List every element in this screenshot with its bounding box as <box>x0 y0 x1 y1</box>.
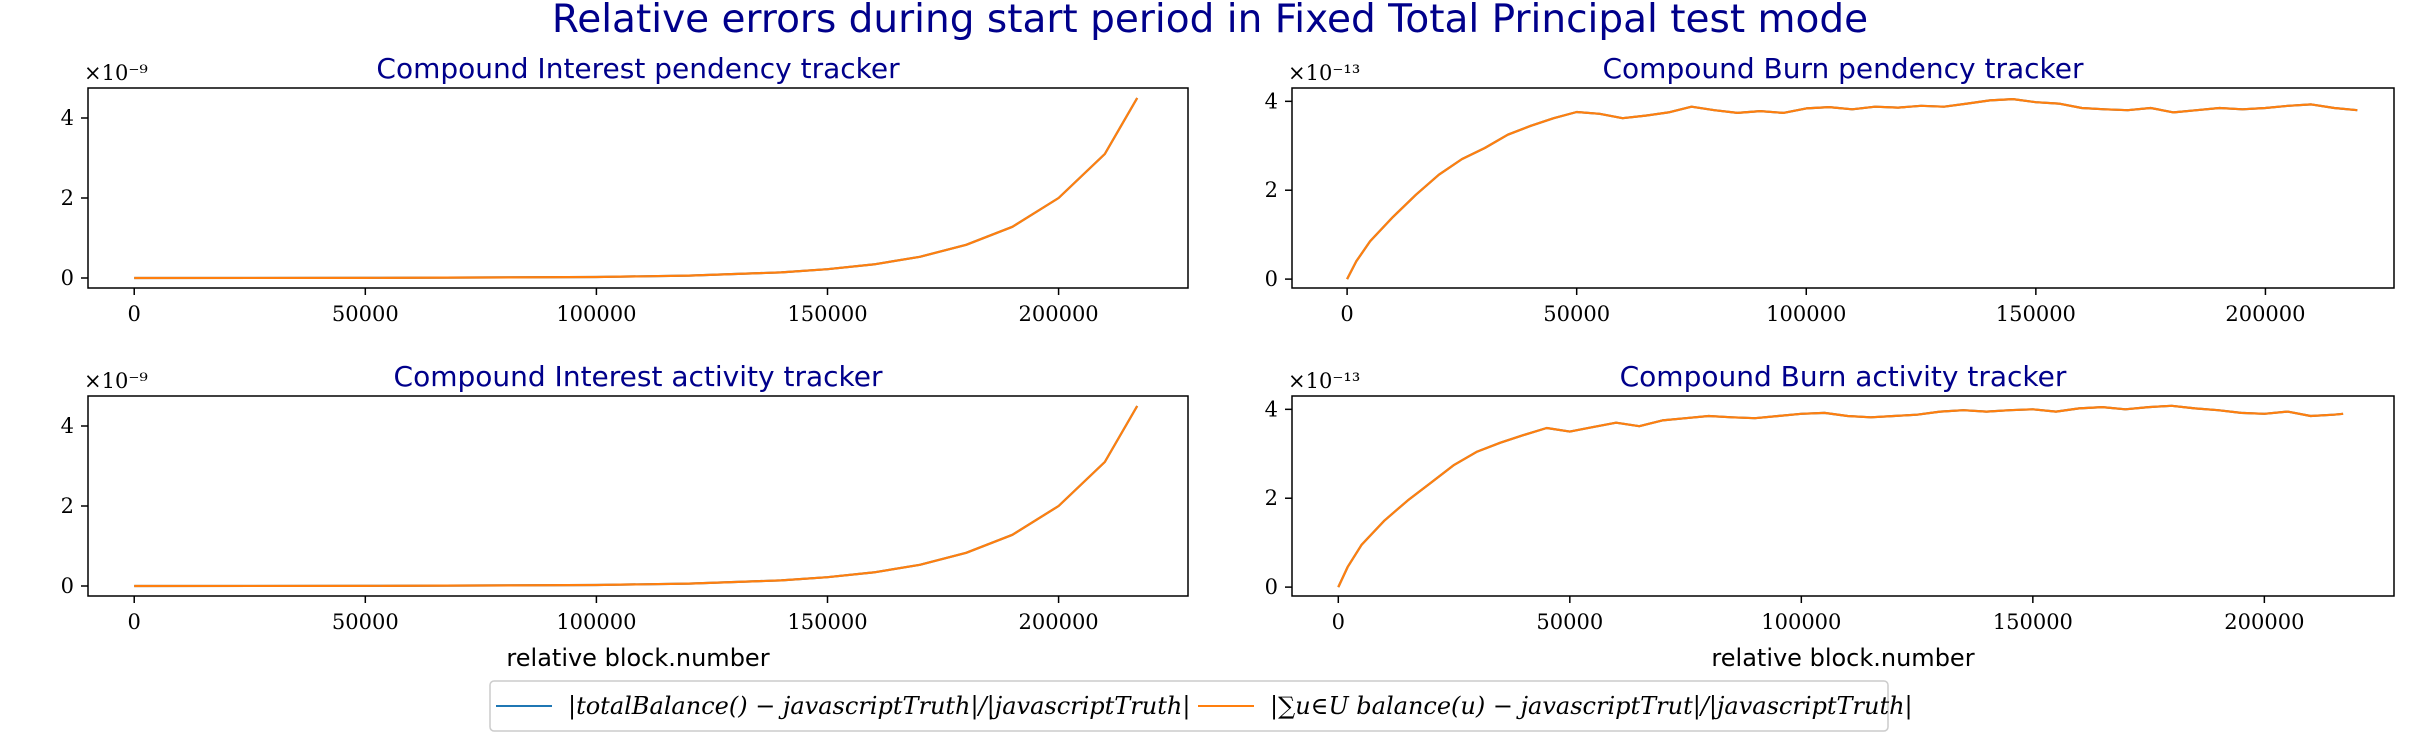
x-tick-label: 200000 <box>1019 302 1099 326</box>
subplot-title: Compound Interest activity tracker <box>394 360 883 393</box>
y-multiplier: ×10⁻⁹ <box>84 61 148 85</box>
legend-label-1: |∑u∈U balance(u) − javascriptTrut|/|java… <box>1270 692 1913 721</box>
y-tick-label: 2 <box>61 186 74 210</box>
series-line-1 <box>134 97 1139 280</box>
series-line-0 <box>1346 97 2358 280</box>
axes-frame <box>1291 87 2395 289</box>
x-tick-label: 50000 <box>332 302 399 326</box>
subplot-title: Compound Burn pendency tracker <box>1602 52 2083 85</box>
x-tick-label: 200000 <box>1019 610 1099 634</box>
x-tick-label: 200000 <box>2225 302 2305 326</box>
y-tick-label: 4 <box>1265 89 1278 113</box>
subplot-1: Compound Burn pendency tracker ×10⁻¹³ 0 500… <box>1265 52 2395 326</box>
y-tick-label: 4 <box>61 414 74 438</box>
series-line-1 <box>1337 404 2344 588</box>
x-tick-label: 150000 <box>787 610 867 634</box>
subplot-0: Compound Interest pendency tracker ×10⁻⁹ 0… <box>61 52 1189 326</box>
x-tick-label: 150000 <box>1993 610 2073 634</box>
legend-label-0: |totalBalance() − javascriptTruth|/|java… <box>568 692 1190 721</box>
subplot-title: Compound Interest pendency tracker <box>376 52 900 85</box>
y-tick-label: 0 <box>1265 267 1278 291</box>
x-tick-label: 150000 <box>1996 302 2076 326</box>
x-tick-label: 50000 <box>332 610 399 634</box>
y-tick-label: 0 <box>1265 575 1278 599</box>
x-axis-label: relative block.number <box>1711 644 1974 672</box>
y-tick-label: 4 <box>1265 397 1278 421</box>
axes-frame <box>87 395 1189 597</box>
x-tick-label: 0 <box>1332 610 1345 634</box>
y-tick-label: 2 <box>1265 486 1278 510</box>
subplot-2: Compound Interest activity tracker ×10⁻⁹ 0… <box>61 360 1189 672</box>
legend-frame <box>489 680 1889 732</box>
figure-title: Relative errors during start period in F… <box>552 0 1868 42</box>
y-tick-label: 0 <box>61 574 74 598</box>
x-tick-label: 100000 <box>1766 302 1846 326</box>
subplot-title: Compound Burn activity tracker <box>1620 360 2067 393</box>
x-tick-label: 0 <box>128 302 141 326</box>
series-line-0 <box>134 97 1139 280</box>
axes-frame <box>87 87 1189 289</box>
y-multiplier: ×10⁻¹³ <box>1288 369 1360 393</box>
legend: |totalBalance() − javascriptTruth|/|java… <box>489 680 1913 732</box>
x-axis-label: relative block.number <box>506 644 769 672</box>
series-line-0 <box>134 405 1139 588</box>
x-tick-label: 100000 <box>556 302 636 326</box>
x-tick-label: 0 <box>1340 302 1353 326</box>
panels: Compound Interest pendency tracker ×10⁻⁹ 0… <box>61 52 2395 672</box>
x-tick-label: 50000 <box>1536 610 1603 634</box>
x-tick-label: 200000 <box>2224 610 2304 634</box>
x-tick-label: 0 <box>128 610 141 634</box>
series-line-0 <box>1337 404 2344 588</box>
axes-frame <box>1291 395 2395 597</box>
x-tick-label: 50000 <box>1543 302 1610 326</box>
y-tick-label: 2 <box>1265 178 1278 202</box>
subplot-3: Compound Burn activity tracker ×10⁻¹³ 0 500… <box>1265 360 2395 672</box>
y-tick-label: 4 <box>61 106 74 130</box>
x-tick-label: 100000 <box>1761 610 1841 634</box>
y-tick-label: 2 <box>61 494 74 518</box>
y-multiplier: ×10⁻⁹ <box>84 369 148 393</box>
x-tick-label: 100000 <box>556 610 636 634</box>
series-line-1 <box>134 405 1139 588</box>
y-multiplier: ×10⁻¹³ <box>1288 61 1360 85</box>
x-tick-label: 150000 <box>787 302 867 326</box>
y-tick-label: 0 <box>61 266 74 290</box>
series-line-1 <box>1346 97 2358 280</box>
